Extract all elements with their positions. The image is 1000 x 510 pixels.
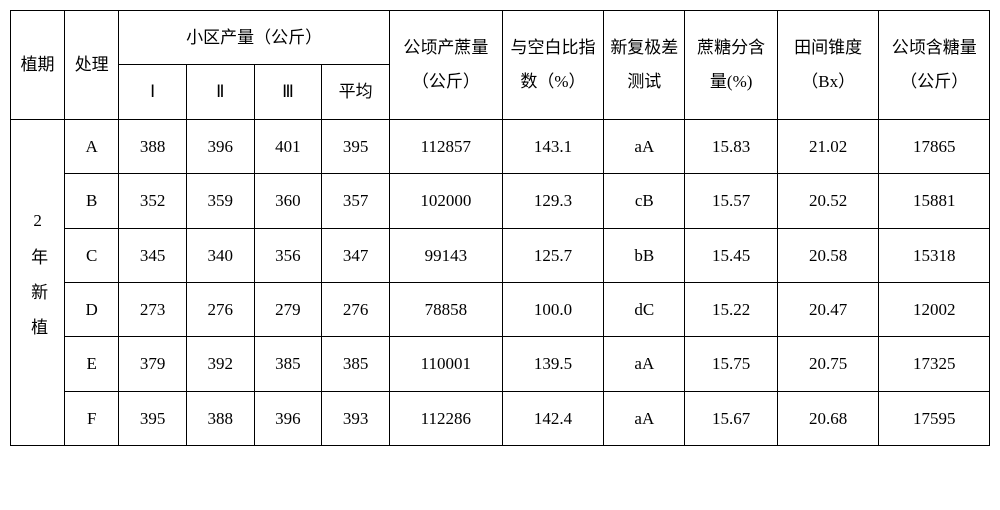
cell-suc: 15.75 — [685, 337, 777, 391]
cell-rt: aA — [604, 119, 685, 173]
cell-suc: 15.22 — [685, 282, 777, 336]
cell-bi: 129.3 — [502, 174, 604, 228]
cell-p3: 396 — [254, 391, 322, 445]
cell-bi: 142.4 — [502, 391, 604, 445]
hdr-plot-2: Ⅱ — [186, 65, 254, 119]
hdr-blank-index: 与空白比指数（%） — [502, 11, 604, 120]
cell-treat: F — [65, 391, 119, 445]
cell-p1: 273 — [119, 282, 187, 336]
cell-rt: dC — [604, 282, 685, 336]
cell-p1: 379 — [119, 337, 187, 391]
table-row: 2年新植 A 388 396 401 395 112857 143.1 aA 1… — [11, 119, 990, 173]
cell-hy: 78858 — [389, 282, 502, 336]
cell-bi: 139.5 — [502, 337, 604, 391]
cell-p3: 360 — [254, 174, 322, 228]
cell-p2: 388 — [186, 391, 254, 445]
hdr-hectare-yield: 公顷产蔗量（公斤） — [389, 11, 502, 120]
cell-avg: 276 — [322, 282, 390, 336]
data-table: 植期 处理 小区产量（公斤） 公顷产蔗量（公斤） 与空白比指数（%） 新复极差测… — [10, 10, 990, 446]
cell-p3: 279 — [254, 282, 322, 336]
cell-hs: 17325 — [879, 337, 990, 391]
cell-p2: 396 — [186, 119, 254, 173]
cell-p1: 352 — [119, 174, 187, 228]
cell-hs: 12002 — [879, 282, 990, 336]
cell-bi: 125.7 — [502, 228, 604, 282]
hdr-range-test: 新复极差测试 — [604, 11, 685, 120]
cell-avg: 357 — [322, 174, 390, 228]
cell-rt: bB — [604, 228, 685, 282]
cell-bx: 21.02 — [777, 119, 879, 173]
cell-avg: 385 — [322, 337, 390, 391]
cell-hs: 17595 — [879, 391, 990, 445]
table-row: E 379 392 385 385 110001 139.5 aA 15.75 … — [11, 337, 990, 391]
cell-suc: 15.83 — [685, 119, 777, 173]
cell-p3: 356 — [254, 228, 322, 282]
cell-suc: 15.45 — [685, 228, 777, 282]
hdr-plot-avg: 平均 — [322, 65, 390, 119]
cell-bx: 20.75 — [777, 337, 879, 391]
cell-bx: 20.68 — [777, 391, 879, 445]
header-row-1: 植期 处理 小区产量（公斤） 公顷产蔗量（公斤） 与空白比指数（%） 新复极差测… — [11, 11, 990, 65]
table-row: F 395 388 396 393 112286 142.4 aA 15.67 … — [11, 391, 990, 445]
cell-hy: 99143 — [389, 228, 502, 282]
hdr-treatment: 处理 — [65, 11, 119, 120]
cell-avg: 347 — [322, 228, 390, 282]
cell-p3: 385 — [254, 337, 322, 391]
cell-hy: 102000 — [389, 174, 502, 228]
table-body: 2年新植 A 388 396 401 395 112857 143.1 aA 1… — [11, 119, 990, 445]
cell-treat: A — [65, 119, 119, 173]
cell-rt: aA — [604, 391, 685, 445]
hdr-plot-group: 小区产量（公斤） — [119, 11, 390, 65]
hdr-sucrose: 蔗糖分含量(%) — [685, 11, 777, 120]
table-row: C 345 340 356 347 99143 125.7 bB 15.45 2… — [11, 228, 990, 282]
cell-avg: 393 — [322, 391, 390, 445]
cell-bx: 20.47 — [777, 282, 879, 336]
cell-p1: 345 — [119, 228, 187, 282]
cell-p2: 359 — [186, 174, 254, 228]
cell-hy: 110001 — [389, 337, 502, 391]
cell-hy: 112286 — [389, 391, 502, 445]
period-cell: 2年新植 — [11, 119, 65, 445]
cell-avg: 395 — [322, 119, 390, 173]
hdr-plot-1: Ⅰ — [119, 65, 187, 119]
cell-hs: 17865 — [879, 119, 990, 173]
cell-p2: 340 — [186, 228, 254, 282]
cell-bi: 100.0 — [502, 282, 604, 336]
hdr-brix: 田间锥度（Bx） — [777, 11, 879, 120]
cell-rt: aA — [604, 337, 685, 391]
cell-suc: 15.57 — [685, 174, 777, 228]
table-row: B 352 359 360 357 102000 129.3 cB 15.57 … — [11, 174, 990, 228]
hdr-hectare-sugar: 公顷含糖量（公斤） — [879, 11, 990, 120]
cell-hy: 112857 — [389, 119, 502, 173]
cell-p2: 276 — [186, 282, 254, 336]
cell-p1: 395 — [119, 391, 187, 445]
cell-p3: 401 — [254, 119, 322, 173]
cell-hs: 15318 — [879, 228, 990, 282]
cell-treat: E — [65, 337, 119, 391]
cell-treat: D — [65, 282, 119, 336]
cell-bx: 20.52 — [777, 174, 879, 228]
cell-p2: 392 — [186, 337, 254, 391]
cell-bi: 143.1 — [502, 119, 604, 173]
hdr-plot-3: Ⅲ — [254, 65, 322, 119]
cell-p1: 388 — [119, 119, 187, 173]
cell-suc: 15.67 — [685, 391, 777, 445]
table-row: D 273 276 279 276 78858 100.0 dC 15.22 2… — [11, 282, 990, 336]
cell-treat: C — [65, 228, 119, 282]
cell-bx: 20.58 — [777, 228, 879, 282]
cell-hs: 15881 — [879, 174, 990, 228]
cell-treat: B — [65, 174, 119, 228]
hdr-period: 植期 — [11, 11, 65, 120]
cell-rt: cB — [604, 174, 685, 228]
